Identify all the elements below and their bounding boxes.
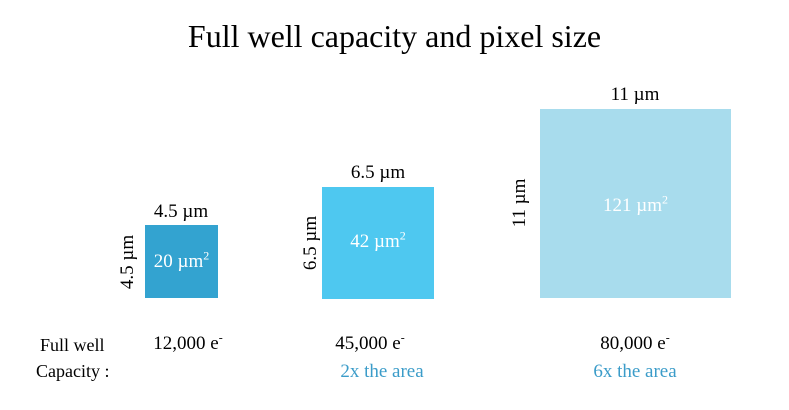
pixel-small-capacity: 12,000 e- [153, 330, 223, 354]
pixel-large-square: 121 µm2 [540, 109, 731, 298]
pixel-large-width-label: 11 µm [610, 84, 660, 105]
pixel-small-height-label: 4.5 µm [117, 234, 138, 290]
pixel-medium-width-label: 6.5 µm [350, 162, 406, 183]
pixel-small-square: 20 µm2 [145, 225, 218, 298]
full-well-capacity-label: Full well Capacity : [36, 335, 110, 381]
diagram-title: Full well capacity and pixel size [187, 18, 602, 54]
pixel-large-area-note: 6x the area [593, 361, 677, 382]
pixel-small-area: 20 µm2 [153, 248, 210, 272]
pixel-large-capacity: 80,000 e- [600, 330, 670, 354]
pixel-large-height-label: 11 µm [509, 178, 530, 228]
pixel-large-area: 121 µm2 [603, 192, 668, 216]
pixel-small-width-label: 4.5 µm [153, 201, 209, 222]
pixel-medium-area-note: 2x the area [340, 361, 424, 382]
pixel-medium-capacity: 45,000 e- [335, 330, 405, 354]
pixel-medium-height-label: 6.5 µm [300, 215, 321, 271]
pixel-medium-area: 42 µm2 [350, 228, 406, 252]
pixel-medium-square: 42 µm2 [322, 187, 434, 299]
